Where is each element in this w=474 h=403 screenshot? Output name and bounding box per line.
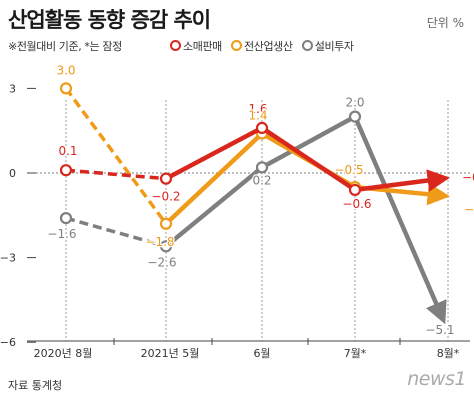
x-tick-label: 8월* — [437, 347, 460, 360]
data-label: 2.0 — [345, 96, 364, 110]
source-note: 자료 통계청 — [8, 379, 63, 392]
legend: 소매판매 전산업생산 설비투자 — [170, 38, 360, 54]
data-label: 0.2 — [252, 173, 271, 187]
legend-investment-marker — [301, 40, 313, 51]
data-label: −0.2 — [462, 171, 474, 185]
series-point — [348, 183, 362, 197]
x-tick-label: 2020년 8월 — [34, 347, 93, 360]
legend-investment-label: 설비투자 — [314, 40, 354, 53]
series-point — [255, 121, 269, 134]
basis-note: ※전월대비 기준, *는 잠정 — [8, 40, 122, 53]
series-point — [159, 172, 173, 185]
series-arrow-segment — [354, 169, 451, 193]
series-point — [59, 212, 73, 225]
data-label: −5.1 — [425, 323, 454, 337]
data-label: 3.0 — [56, 63, 75, 77]
unit-label: 단위 % — [426, 16, 464, 30]
x-tick-label: 7월* — [344, 347, 367, 360]
legend-production-label: 전산업생산 — [244, 40, 293, 53]
series-arrow-segment — [352, 115, 447, 325]
y-tick-label: 3 — [9, 82, 16, 95]
x-tick-label: 2021년 5월 — [141, 347, 200, 360]
news1-logo: news1 — [407, 368, 466, 390]
data-label: −1.8 — [145, 235, 174, 249]
data-label: −0.2 — [151, 190, 180, 204]
data-label: 0.1 — [58, 144, 77, 158]
data-label: 1.6 — [248, 102, 267, 116]
series-point — [59, 82, 73, 95]
legend-retail-label: 소매판매 — [183, 40, 222, 53]
legend-item-retail: 소매판매 — [170, 38, 222, 54]
data-label: −0.8 — [464, 203, 474, 217]
series-dashed-segment — [64, 87, 168, 225]
x-tick-label: 6월 — [253, 347, 270, 360]
legend-item-investment: 설비투자 — [301, 38, 354, 54]
data-label: 1.4 — [248, 109, 267, 123]
series-point — [255, 161, 269, 174]
data-label: −0.6 — [342, 197, 371, 211]
legend-retail-marker — [170, 40, 181, 51]
y-tick-label: −3 — [0, 252, 16, 265]
series-dashed-segment — [65, 216, 167, 249]
chart-title: 산업활동 동향 증감 추이 — [8, 8, 211, 32]
data-label: −2.6 — [147, 255, 176, 269]
series-point — [59, 164, 73, 177]
data-label: −0.5 — [334, 163, 363, 177]
legend-production-marker — [231, 40, 242, 51]
series-dashed-segment — [65, 168, 167, 181]
y-tick-label: 0 — [9, 167, 16, 180]
series-point — [159, 240, 173, 253]
series-point — [159, 217, 173, 230]
y-tick-label: −6 — [0, 336, 16, 349]
legend-item-production: 전산업생산 — [231, 38, 293, 54]
series-point — [348, 110, 362, 123]
data-label: −1.6 — [47, 227, 76, 241]
